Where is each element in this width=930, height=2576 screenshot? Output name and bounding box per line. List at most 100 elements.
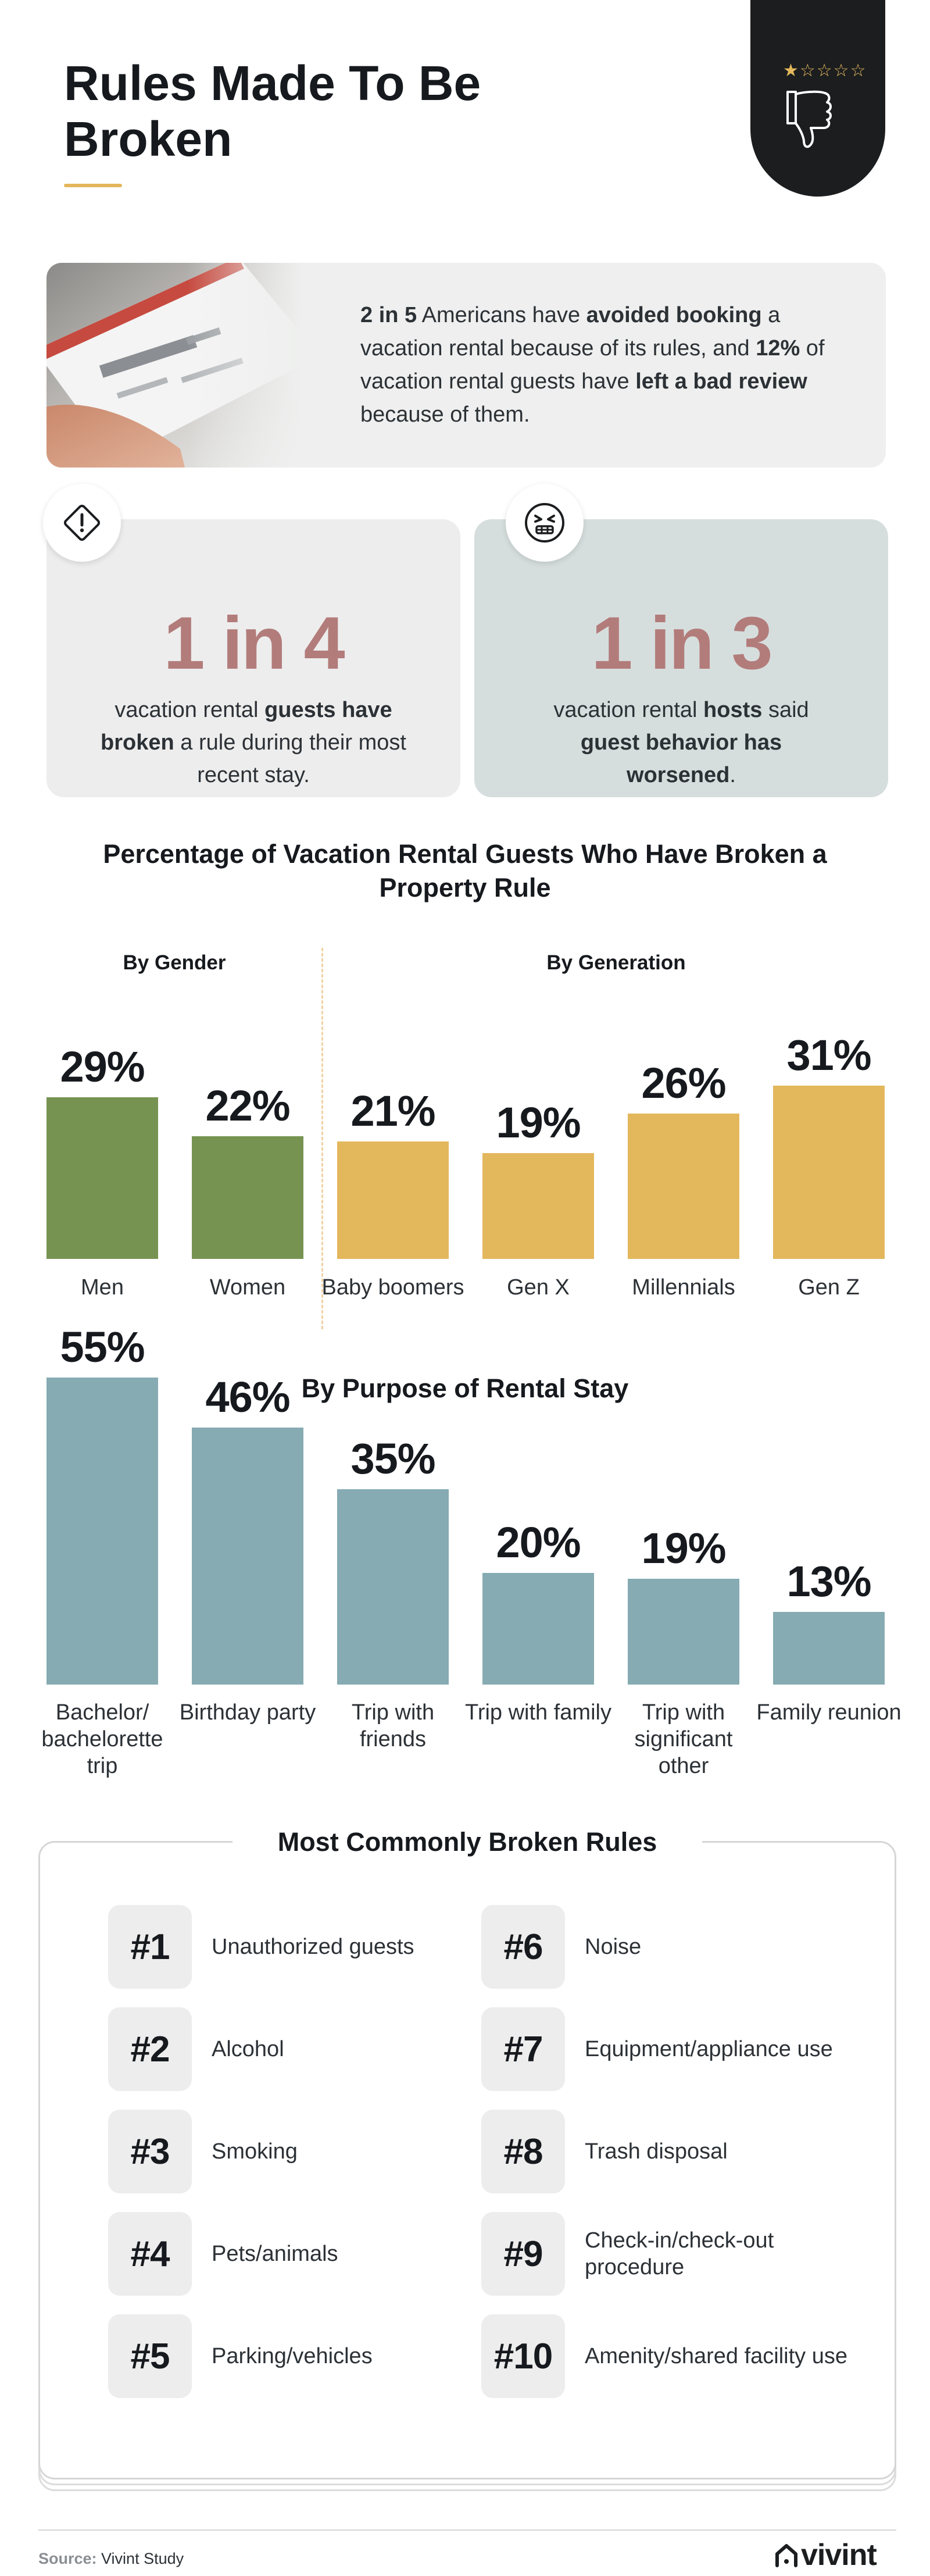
bar-value-label: 46% [205,1373,290,1421]
bar-value-label: 21% [350,1087,435,1135]
rule-rank-badge: #3 [108,2110,192,2193]
house-icon [775,2544,797,2567]
rule-label: Pets/animals [212,2242,338,2266]
stat-value: 1 in 3 [591,602,772,685]
title-underline [64,184,122,187]
page-title: Rules Made To Be Broken [64,56,481,166]
rule-label: Parking/vehicles [212,2344,373,2368]
warning-diamond-icon [63,504,101,541]
thumbs-down-icon [786,90,832,148]
stat-description: vacation rental hosts said guest behavio… [527,694,836,791]
bar [628,1114,739,1259]
rule-label: Alcohol [212,2037,284,2061]
rule-rank-badge: #10 [481,2314,565,2398]
bar-charts: 29% Men 22% Women 21% Baby boomers 19% Gen X 26%… [41,1031,902,1778]
rule-label: Smoking [212,2139,298,2164]
intro-card: 2 in 5 Americans have avoided booking a … [46,263,886,468]
rule-label: Equipment/appliance use [585,2037,833,2061]
bar-category-label: Baby boomers [321,1275,464,1300]
bar-category-label: Millennials [632,1275,735,1300]
stat-text: said [762,698,809,722]
angry-face-icon [525,503,564,543]
bar [482,1573,594,1685]
bar-category-label: Trip with friends [351,1700,435,1751]
stat-icon-badge [506,484,584,562]
rule-rank-badge: #5 [108,2314,192,2398]
rules-title: Most Commonly Broken Rules [233,1825,702,1860]
intro-text: 2 in 5 Americans have avoided booking a … [360,299,860,431]
intro-text-c: of vacation rental guests have [360,336,825,394]
stat-card-hosts: 1 in 3 vacation rental hosts said guest … [474,519,888,797]
source-value: Vivint Study [96,2550,184,2567]
rule-rank-badge: #2 [108,2007,192,2091]
bar-value-label: 22% [205,1082,290,1130]
logo-text: vivint [801,2538,877,2572]
bar-category-label: Trip with significant other [634,1700,733,1778]
stat-bold: guest behavior has worsened [580,730,782,787]
source-label: Source: [38,2550,97,2567]
purpose-subtitle: By Purpose of Rental Stay [301,1373,629,1403]
bar [337,1489,449,1685]
rule-label: Trash disposal [585,2139,728,2164]
stat-card-guests: 1 in 4 vacation rental guests have broke… [46,519,460,797]
stat-text: . [729,763,736,787]
bar-value-label: 35% [350,1435,435,1483]
bar-category-label: Family reunion [756,1700,902,1725]
rating-badge [750,0,885,197]
bar-value-label: 13% [786,1557,871,1605]
stat-description: vacation rental guests have broken a rul… [87,694,420,791]
rule-label: Check-in/check-out procedure [585,2228,774,2279]
intro-text-d: because of them. [360,402,530,427]
rule-rank-badge: #6 [481,1905,565,1989]
stat-bold: hosts [703,698,763,722]
intro-text-b: a vacation rental because of its rules, … [360,303,781,361]
bar [337,1141,449,1259]
stat-text: a rule during their most recent stay. [174,730,406,787]
vivint-logo: vivint [774,2539,896,2571]
bar-category-label: Men [81,1275,124,1300]
stat-bold: guests have broken [101,698,392,755]
source-note: Source: Vivint Study [38,2549,184,2568]
bar-value-label: 19% [496,1098,581,1147]
laptop-photo [46,263,302,468]
bar [773,1612,885,1685]
stat-text: vacation rental [115,698,265,722]
rule-rank-badge: #1 [108,1905,192,1989]
intro-bold-b: left a bad review [635,369,807,394]
generation-subtitle: By Generation [546,951,686,974]
intro-bold-a: avoided booking [586,303,762,327]
gender-subtitle: By Gender [123,951,226,974]
bar-value-label: 29% [60,1043,145,1091]
bar [192,1136,303,1259]
star-rating-icon: ★☆☆☆☆ [783,61,867,80]
bar-category-label: Trip with family [465,1700,611,1725]
intro-stat-a: 2 in 5 [360,303,417,327]
rules-list: #1 Unauthorized guests #2 Alcohol #3 Smoking #… [108,1905,847,2398]
bar [46,1097,158,1259]
stat-text: vacation rental [553,698,704,722]
bar-category-label: Bachelor/ bachelorette trip [41,1700,163,1778]
bar [46,1378,158,1685]
bar-value-label: 20% [496,1518,581,1567]
rule-label: Unauthorized guests [212,1935,414,1959]
bar [628,1579,739,1685]
rule-rank-badge: #4 [108,2212,192,2296]
rule-rank-badge: #7 [481,2007,565,2091]
intro-text-a: Americans have [417,303,586,327]
bar-value-label: 55% [60,1323,145,1371]
bar-category-label: Gen X [507,1275,570,1300]
bar [773,1086,885,1259]
rule-rank-badge: #8 [481,2110,565,2193]
bar [192,1428,303,1685]
bar-category-label: Birthday party [179,1700,316,1725]
bar-value-label: 31% [786,1031,871,1079]
stat-icon-badge [43,484,121,562]
bar-value-label: 26% [641,1059,726,1107]
footer-divider [38,2529,896,2531]
stat-value: 1 in 4 [163,602,345,685]
rule-label: Amenity/shared facility use [585,2344,847,2368]
rule-label: Noise [585,1935,642,1959]
bar [482,1153,594,1259]
chart-divider [321,948,323,1329]
bar-category-label: Gen Z [798,1275,860,1300]
